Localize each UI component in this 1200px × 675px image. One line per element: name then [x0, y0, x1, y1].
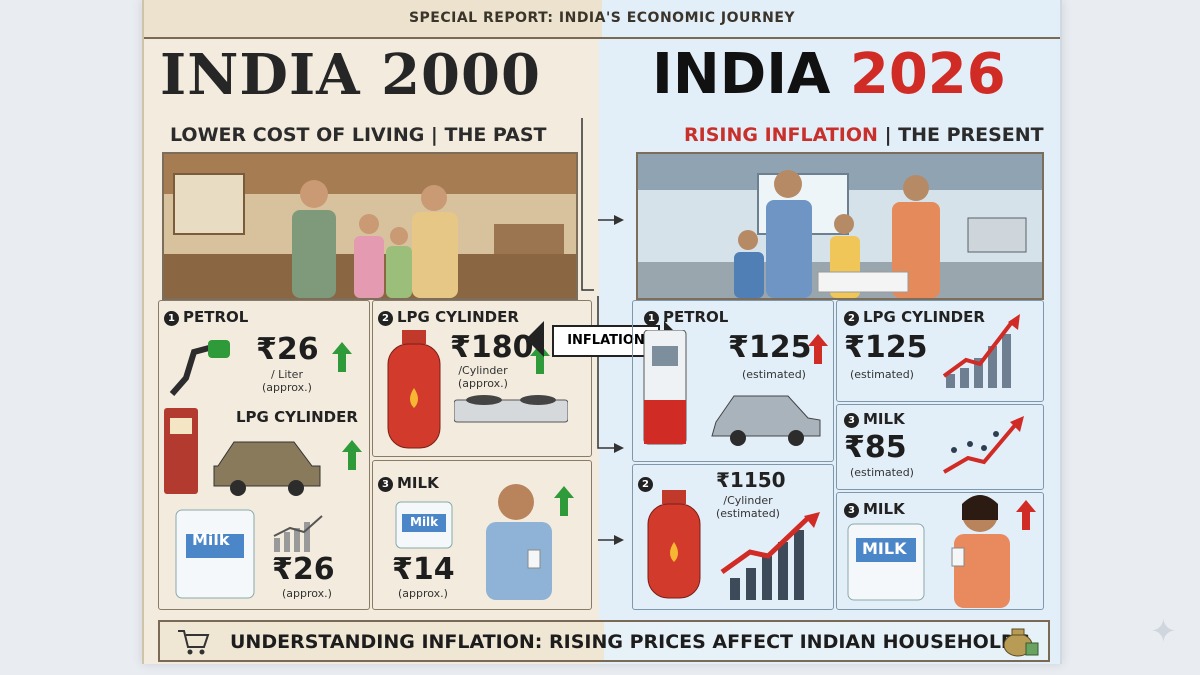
past-milk-extra-price: ₹26	[272, 552, 335, 587]
trend-chart-icon	[720, 512, 820, 600]
milk-packet-icon	[175, 509, 255, 599]
fuel-pump-and-car-icon	[643, 330, 821, 446]
milk-packet-icon	[847, 523, 925, 601]
present-petrol-label-text: PETROL	[663, 308, 729, 326]
past-petrol-unit-text: / Liter	[270, 368, 303, 381]
past-petrol-label: 1 PETROL	[164, 308, 248, 326]
present-lpg-big-number: 2	[638, 477, 653, 492]
trend-chart-icon	[942, 416, 1024, 474]
past-petrol-label-text: PETROL	[183, 308, 249, 326]
present-petrol-note: (estimated)	[742, 368, 806, 381]
present-panel-petrol	[632, 300, 834, 462]
past-lpg-unit: /Cylinder (approx.)	[458, 364, 508, 390]
woman-worried-image	[951, 495, 1010, 608]
present-lpg-label: 2 LPG CYLINDER	[844, 308, 985, 326]
past-panel-lpg	[372, 300, 592, 457]
present-milk-note: (estimated)	[850, 466, 914, 479]
title-india-2000: INDIA 2000	[160, 42, 541, 108]
present-panel-milk2	[836, 492, 1044, 610]
past-lpg-price: ₹180	[450, 330, 534, 365]
present-milk2-label: 3 MILK	[844, 500, 905, 518]
past-milk-extra-note: (approx.)	[282, 587, 332, 600]
man-drinking-milk-image	[486, 484, 552, 600]
car-and-pump-icon	[164, 408, 321, 496]
present-subtitle-rest: | THE PRESENT	[884, 124, 1044, 146]
present-lpg-big-price: ₹1150	[716, 468, 786, 492]
report-banner: SPECIAL REPORT: INDIA'S ECONOMIC JOURNEY	[144, 0, 1060, 39]
past-milk-pack-small: Milk	[410, 515, 439, 529]
up-arrow-icon	[554, 486, 574, 516]
present-lpg-big-note: (estimated)	[716, 507, 780, 520]
present-milk-pack-text: MILK	[862, 539, 907, 558]
past-lpg-label: 2 LPG CYLINDER	[378, 308, 519, 326]
present-lpg-big-unit-text: /Cylinder	[723, 494, 773, 507]
past-lpg-label-text: LPG CYLINDER	[397, 308, 519, 326]
present-milk2-label-text: MILK	[863, 500, 905, 518]
present-family-kitchen-image	[636, 152, 1044, 300]
past-lpg-note: (approx.)	[458, 377, 508, 390]
footer-bar: UNDERSTANDING INFLATION: RISING PRICES A…	[158, 620, 1050, 662]
past-petrol-unit: / Liter (approx.)	[262, 368, 312, 394]
past-milk-label: 3 MILK	[378, 474, 439, 492]
present-panel-milk	[836, 404, 1044, 490]
up-arrow-icon	[342, 440, 362, 470]
present-milk-label: 3 MILK	[844, 410, 905, 428]
present-subtitle-red: RISING INFLATION	[684, 124, 878, 146]
trend-chart-icon	[273, 515, 323, 552]
inflation-label: INFLATION	[552, 325, 660, 357]
past-family-kitchen-image	[162, 152, 578, 300]
past-milk-price: ₹14	[392, 552, 455, 587]
past-petrol-note: (approx.)	[262, 381, 312, 394]
cart-icon	[178, 630, 210, 655]
milk-packet-icon	[395, 501, 453, 549]
past-lpg-repeat-label: LPG CYLINDER	[236, 408, 358, 426]
present-milk-price: ₹85	[844, 430, 907, 465]
present-milk-number: 3	[844, 413, 859, 428]
present-lpg-big-unit: /Cylinder (estimated)	[716, 494, 780, 520]
title-year: 2026	[849, 42, 1006, 107]
present-panel-lpg	[836, 300, 1044, 402]
past-panel-petrol	[158, 300, 370, 610]
up-arrow-icon	[530, 344, 550, 374]
present-lpg-note: (estimated)	[850, 368, 914, 381]
past-milk-note: (approx.)	[398, 587, 448, 600]
up-arrow-icon	[332, 342, 352, 372]
present-petrol-label: 1 PETROL	[644, 308, 728, 326]
title-india-2026: INDIA 2026	[652, 42, 1006, 107]
present-subtitle: RISING INFLATION | THE PRESENT	[684, 124, 1044, 146]
past-petrol-price: ₹26	[256, 332, 319, 367]
past-lpg-unit-text: /Cylinder	[458, 364, 508, 377]
money-bag-icon	[1003, 628, 1039, 657]
sparkle-icon: ✦	[1150, 612, 1177, 650]
present-lpg-number: 2	[844, 311, 859, 326]
present-petrol-number: 1	[644, 311, 659, 326]
past-petrol-number: 1	[164, 311, 179, 326]
past-lpg-number: 2	[378, 311, 393, 326]
present-milk-label-text: MILK	[863, 410, 905, 428]
fuel-nozzle-icon	[169, 340, 230, 396]
gas-cylinder-icon	[647, 490, 701, 599]
present-lpg-price: ₹125	[844, 330, 928, 365]
title-word: INDIA	[652, 42, 831, 107]
up-arrow-icon	[1016, 500, 1036, 530]
stove-icon	[454, 395, 568, 423]
past-milk-label-text: MILK	[397, 474, 439, 492]
footer-text: UNDERSTANDING INFLATION: RISING PRICES A…	[230, 631, 1031, 653]
infographic-poster: SPECIAL REPORT: INDIA'S ECONOMIC JOURNEY…	[142, 0, 1062, 664]
present-lpg-label-text: LPG CYLINDER	[863, 308, 985, 326]
past-panel-milk	[372, 460, 592, 610]
past-milk-number: 3	[378, 477, 393, 492]
present-petrol-price: ₹125	[728, 330, 812, 365]
trend-chart-icon	[942, 314, 1020, 388]
past-subtitle: LOWER COST OF LIVING | THE PAST	[170, 124, 547, 146]
banner-text: SPECIAL REPORT: INDIA'S ECONOMIC JOURNEY	[408, 10, 796, 26]
present-lpg-big-label: 2	[638, 474, 657, 492]
present-panel-lpg-big	[632, 464, 834, 610]
present-milk2-number: 3	[844, 503, 859, 518]
past-milk-pack-text: Milk	[192, 530, 230, 549]
up-arrow-icon	[808, 334, 828, 364]
gas-cylinder-icon	[387, 330, 441, 449]
